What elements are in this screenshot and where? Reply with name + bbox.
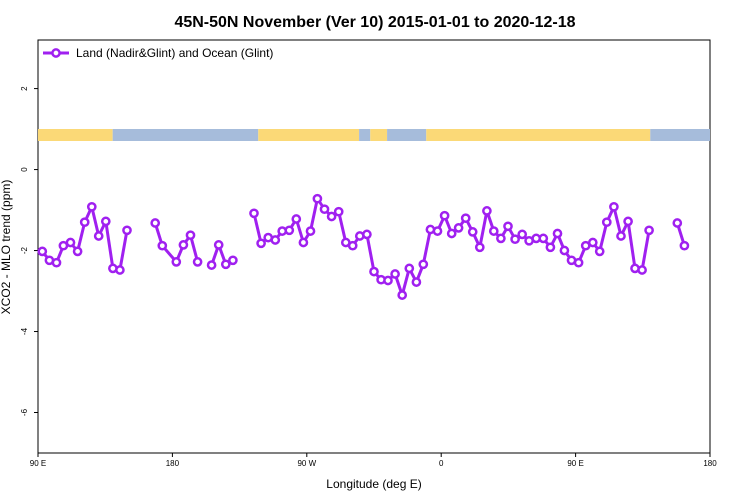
data-point [86, 201, 97, 212]
data-point [305, 226, 316, 236]
data-point [37, 246, 48, 257]
data-point [270, 235, 281, 245]
data-point [206, 260, 217, 270]
y-tick-label: -6 [20, 408, 29, 416]
data-point [369, 266, 379, 277]
data-point [496, 233, 506, 244]
data-point [51, 257, 62, 268]
data-point [679, 240, 690, 251]
data-point [460, 213, 471, 224]
data-point [171, 257, 182, 267]
data-point [298, 237, 309, 248]
data-point [326, 211, 337, 222]
data-point [150, 218, 161, 228]
data-point [503, 221, 513, 232]
y-tick-label: -2 [20, 246, 29, 254]
data-point [510, 234, 520, 245]
data-point [284, 225, 295, 236]
x-tick-label: 180 [166, 459, 180, 468]
data-point [453, 223, 464, 233]
data-point [623, 216, 633, 227]
land-band [426, 129, 651, 141]
data-point [256, 238, 266, 249]
data-point [390, 269, 400, 279]
data-point [291, 214, 302, 224]
x-tick-label: 180 [703, 459, 717, 468]
data-point [601, 217, 612, 228]
y-axis: 2 0 -2 -4 -6 [20, 86, 38, 416]
data-point [249, 208, 259, 219]
ocean-band [387, 129, 427, 141]
data-point [552, 228, 563, 239]
data-point [439, 210, 450, 221]
data-point [65, 237, 76, 248]
data-point [362, 229, 372, 240]
y-tick-label: 0 [20, 167, 29, 172]
data-point [93, 231, 104, 241]
data-point [228, 255, 238, 266]
data-point [100, 216, 111, 227]
data-point [446, 228, 457, 239]
x-axis-label: Longitude (deg E) [326, 477, 421, 491]
x-tick-label: 0 [439, 459, 444, 468]
x-tick-label: 90 E [567, 459, 583, 468]
land-band [370, 129, 388, 141]
data-point [587, 237, 598, 248]
data-point [594, 246, 605, 257]
legend-marker [51, 48, 61, 58]
data-point [79, 217, 90, 228]
data-point [517, 229, 528, 240]
chart-title: 45N-50N November (Ver 10) 2015-01-01 to … [174, 14, 575, 31]
data-point [616, 231, 626, 241]
data-point [319, 204, 330, 215]
x-tick-label: 90 E [30, 459, 46, 468]
data-point [432, 226, 443, 236]
land-band [38, 129, 113, 141]
land-band [258, 129, 360, 141]
data-point [573, 257, 584, 268]
y-tick-label: -4 [20, 327, 29, 335]
data-point [545, 242, 556, 253]
data-point [418, 259, 429, 270]
data-point [637, 265, 647, 275]
data-point [411, 277, 422, 287]
y-tick-label: 2 [20, 86, 29, 91]
data-point [192, 257, 203, 267]
data-point [178, 240, 189, 250]
data-point [115, 265, 125, 275]
data-point [122, 225, 132, 236]
data-point [609, 201, 619, 212]
data-point [383, 275, 393, 286]
data-point [72, 246, 83, 257]
legend-entry-label: Land (Nadir&Glint) and Ocean (Glint) [76, 46, 273, 60]
data-point [538, 233, 549, 244]
data-point [672, 218, 683, 228]
data-point [157, 240, 168, 251]
data-point [404, 263, 415, 274]
data-point [488, 226, 499, 236]
data-point [474, 242, 485, 253]
y-axis-label: XCO2 - MLO trend (ppm) [0, 180, 13, 315]
legend: Land (Nadir&Glint) and Ocean (Glint) [43, 46, 273, 60]
data-point [397, 290, 408, 300]
data-point [312, 193, 323, 204]
plot-frame [37, 39, 711, 454]
x-tick-label: 90 W [297, 459, 316, 468]
series-layer [37, 193, 690, 300]
data-point [220, 259, 231, 270]
ocean-band [112, 129, 259, 141]
data-point [333, 206, 344, 217]
data-point [482, 206, 492, 216]
x-axis: 90 E 180 90 W 0 90 E 180 [30, 453, 717, 468]
data-point [467, 227, 478, 237]
ocean-band [359, 129, 371, 141]
data-point [559, 245, 570, 256]
surface-bands [38, 129, 710, 141]
data-point [347, 240, 358, 251]
data-point [644, 225, 654, 236]
ocean-band [650, 129, 710, 141]
data-point [213, 240, 224, 250]
data-point [185, 230, 196, 241]
